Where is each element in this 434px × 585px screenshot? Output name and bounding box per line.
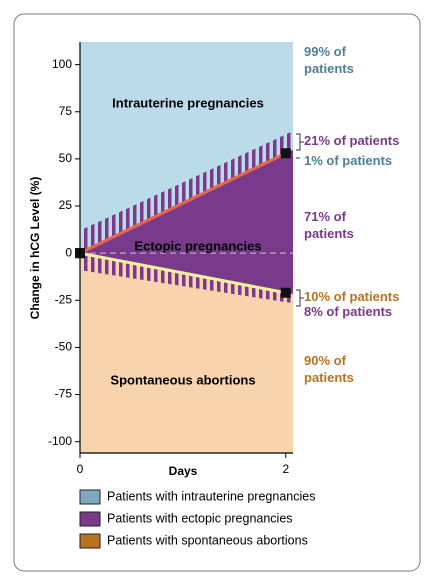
trend-line bbox=[79, 251, 287, 295]
y-tick-label: 0 bbox=[65, 245, 72, 259]
annotation: 99% of patients bbox=[304, 44, 354, 76]
legend-label: Patients with spontaneous abortions bbox=[107, 533, 308, 547]
region-label: Intrauterine pregnancies bbox=[112, 95, 264, 110]
region bbox=[80, 253, 293, 453]
hatch-band bbox=[80, 131, 293, 254]
legend-swatch bbox=[79, 511, 101, 527]
legend-swatch bbox=[79, 533, 101, 549]
y-axis-title: Change in hCG Level (%) bbox=[28, 177, 42, 320]
region bbox=[80, 149, 293, 295]
y-tick-label: 50 bbox=[59, 151, 73, 165]
hatch-band bbox=[80, 253, 293, 304]
x-tick-label: 2 bbox=[282, 462, 289, 476]
region bbox=[80, 42, 293, 254]
x-axis-title: Days bbox=[169, 464, 198, 478]
annotation: 21% of patients bbox=[304, 133, 400, 148]
annotation: 10% of patients bbox=[304, 289, 400, 304]
region-label: Ectopic pregnancies bbox=[134, 238, 261, 253]
annotation: 1% of patients bbox=[304, 153, 393, 168]
y-tick-label: 75 bbox=[59, 104, 73, 118]
region-label: Spontaneous abortions bbox=[110, 372, 255, 387]
annotation: 71% of patients bbox=[304, 209, 354, 241]
y-tick-label: 25 bbox=[59, 198, 73, 212]
x-tick-label: 0 bbox=[77, 462, 84, 476]
annotation: 90% of patients bbox=[304, 353, 354, 385]
legend-swatch bbox=[79, 489, 101, 505]
y-tick-label: 100 bbox=[52, 57, 72, 71]
y-tick-label: -50 bbox=[55, 340, 73, 354]
legend-label: Patients with ectopic pregnancies bbox=[107, 511, 293, 525]
point-marker bbox=[280, 287, 291, 298]
annotation: 8% of patients bbox=[304, 304, 393, 319]
trend-line bbox=[79, 151, 287, 255]
legend-label: Patients with intrauterine pregnancies bbox=[107, 489, 315, 503]
y-tick-label: -75 bbox=[55, 387, 73, 401]
y-tick-label: -25 bbox=[55, 292, 73, 306]
bracket bbox=[296, 133, 304, 307]
point-marker bbox=[280, 148, 291, 159]
frame bbox=[13, 13, 421, 572]
y-tick-label: -100 bbox=[48, 434, 72, 448]
